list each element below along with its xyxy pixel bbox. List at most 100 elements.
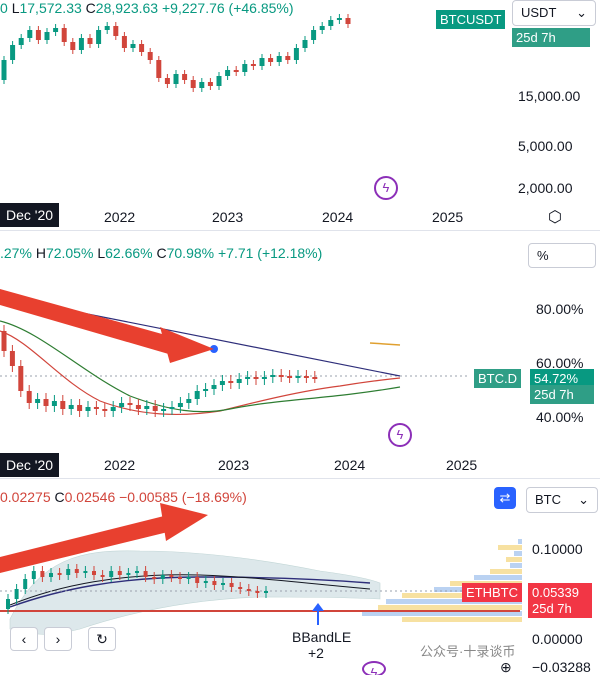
candle-body <box>233 70 239 72</box>
add-icon[interactable]: ⊕ <box>500 659 512 675</box>
candle-body <box>212 581 217 585</box>
volume-profile-bar <box>518 539 522 544</box>
date-axis-label: 2024 <box>334 457 366 473</box>
candle-body <box>207 82 213 86</box>
price-axis-label: 0.00000 <box>532 631 583 647</box>
volume-profile-bar <box>402 617 522 622</box>
candle-body <box>70 42 76 50</box>
date-axis-label: 2024 <box>322 209 354 225</box>
unit-selector[interactable]: % <box>528 243 596 268</box>
candle-body <box>1 60 7 80</box>
lightning-icon[interactable]: ϟ <box>388 423 412 447</box>
btcusdt-chart-panel[interactable]: 0 L17,572.33 C28,923.63 +9,227.76 (+46.8… <box>0 0 600 228</box>
candle-body <box>139 44 145 52</box>
btc-dominance-panel[interactable]: .27% H72.05% L62.66% C70.98% +7.71 (+12.… <box>0 230 600 477</box>
start-date-label: Dec '20 <box>0 453 60 477</box>
candle-body <box>295 376 301 378</box>
compare-icon[interactable]: ⇄ <box>494 487 516 509</box>
candle-body <box>51 401 57 406</box>
volume-profile-bar <box>386 599 522 604</box>
candle-body <box>160 575 165 579</box>
candle-body <box>238 587 243 589</box>
candle-body <box>18 38 24 45</box>
candle-body <box>74 569 79 573</box>
candle-body <box>219 381 225 385</box>
candle-body <box>57 573 62 575</box>
candle-body <box>93 407 99 409</box>
candle-body <box>113 26 119 36</box>
currency-selector[interactable]: USDT ⌄ <box>512 0 596 26</box>
ethbtc-panel[interactable]: 0.02275 C0.02546 −0.00585 (−18.69%) ⇄ BT… <box>0 478 600 675</box>
candle-body <box>177 403 183 407</box>
scroll-right-button[interactable]: › <box>44 627 72 651</box>
signal-label: BBandLE <box>292 629 352 645</box>
candle-body <box>199 82 205 88</box>
candle-body <box>225 70 231 76</box>
candle-body <box>328 20 334 26</box>
candle-body <box>293 48 299 60</box>
candle-body <box>303 376 309 378</box>
reset-button[interactable]: ↻ <box>88 627 116 651</box>
currency-selector[interactable]: BTC ⌄ <box>526 487 598 513</box>
candle-body <box>44 32 50 40</box>
candle-body <box>182 74 188 80</box>
candle-body <box>276 56 282 62</box>
candle-body <box>9 351 15 366</box>
candle-body <box>190 80 196 88</box>
candle-body <box>109 571 114 577</box>
candle-body <box>173 74 179 84</box>
candle-body <box>130 44 136 48</box>
ma-fast-line <box>0 330 401 416</box>
lightning-icon[interactable]: ϟ <box>362 661 386 675</box>
candle-body <box>104 26 110 30</box>
candle-body <box>228 381 234 383</box>
candle-body <box>117 571 122 575</box>
candle-body <box>278 375 284 377</box>
candle-body <box>100 575 105 577</box>
candle-body <box>87 38 93 44</box>
candle-body <box>53 28 59 32</box>
price-axis-label: 40.00% <box>536 409 584 425</box>
candle-body <box>336 18 342 20</box>
btcusdt-ohlc: 0 L17,572.33 C28,923.63 +9,227.76 (+46.8… <box>0 0 294 16</box>
candle-body <box>246 589 251 591</box>
candle-body <box>216 76 222 86</box>
candle-body <box>152 406 158 411</box>
signal-value: +2 <box>308 645 324 661</box>
date-axis-label: 2022 <box>104 209 136 225</box>
candle-body <box>250 64 256 66</box>
scroll-left-button[interactable]: ‹ <box>10 627 38 651</box>
symbol-tag-ethbtc: ETHBTC <box>462 583 522 602</box>
btc-dominance-chart <box>0 289 470 417</box>
ethbtc-ohlc: 0.02275 C0.02546 −0.00585 (−18.69%) <box>0 489 247 505</box>
candle-body <box>66 569 71 575</box>
symbol-tag-btcd: BTC.D <box>474 369 521 388</box>
volume-profile-bar <box>506 557 522 562</box>
candle-body <box>68 405 74 409</box>
candle-body <box>221 583 225 585</box>
candle-body <box>302 40 308 48</box>
date-axis-label: 2025 <box>446 457 478 473</box>
lightning-icon[interactable]: ϟ <box>374 176 398 200</box>
chevron-down-icon: ⌄ <box>578 492 589 507</box>
candle-body <box>102 409 108 411</box>
candle-body <box>135 405 141 409</box>
settings-icon[interactable]: ⬡ <box>548 209 562 226</box>
candle-body <box>96 30 102 44</box>
ma-slow-line <box>0 320 401 413</box>
candle-body <box>27 30 33 38</box>
volume-profile-bar <box>498 545 522 550</box>
volume-profile-bar <box>490 569 522 574</box>
candle-body <box>156 60 162 78</box>
candle-body <box>178 577 182 579</box>
countdown-tag: 25d 7h <box>530 385 594 404</box>
candle-body <box>61 28 67 42</box>
btc-dominance-ohlc: .27% H72.05% L62.66% C70.98% +7.71 (+12.… <box>0 245 323 261</box>
candle-body <box>43 399 49 406</box>
candle-body <box>40 571 45 577</box>
candle-body <box>311 30 317 40</box>
candle-body <box>35 399 41 403</box>
date-axis-label: 2023 <box>212 209 244 225</box>
candle-body <box>6 599 10 609</box>
chevron-down-icon: ⌄ <box>576 5 587 20</box>
